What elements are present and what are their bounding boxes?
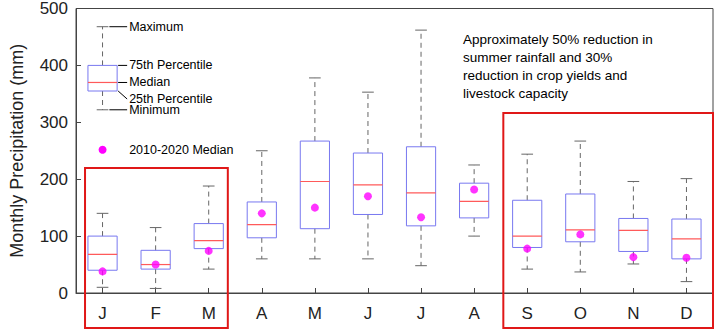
svg-text:75th Percentile: 75th Percentile [129, 58, 212, 72]
svg-text:200: 200 [40, 170, 68, 189]
svg-text:A: A [468, 304, 480, 323]
svg-text:Maximum: Maximum [129, 20, 183, 34]
svg-text:Minimum: Minimum [129, 102, 180, 117]
svg-text:300: 300 [40, 113, 68, 132]
svg-text:J: J [364, 304, 373, 323]
svg-text:25th Percentile: 25th Percentile [129, 92, 212, 106]
svg-text:Monthly Precipitation (mm): Monthly Precipitation (mm) [7, 44, 27, 258]
svg-text:summer rainfall and 30%: summer rainfall and 30% [463, 50, 612, 65]
svg-text:500: 500 [40, 0, 68, 18]
svg-text:livestock capacity: livestock capacity [463, 86, 568, 101]
svg-text:Approximately 50% reduction in: Approximately 50% reduction in [463, 32, 653, 47]
svg-text:2010-2020 Median: 2010-2020 Median [129, 143, 233, 157]
svg-text:400: 400 [40, 56, 68, 75]
svg-text:Median: Median [129, 75, 170, 89]
svg-text:100: 100 [40, 227, 68, 246]
svg-text:A: A [256, 304, 268, 323]
svg-text:0: 0 [59, 284, 68, 303]
svg-text:reduction in crop yields and: reduction in crop yields and [463, 68, 627, 83]
svg-text:J: J [417, 304, 426, 323]
svg-text:M: M [308, 304, 322, 323]
